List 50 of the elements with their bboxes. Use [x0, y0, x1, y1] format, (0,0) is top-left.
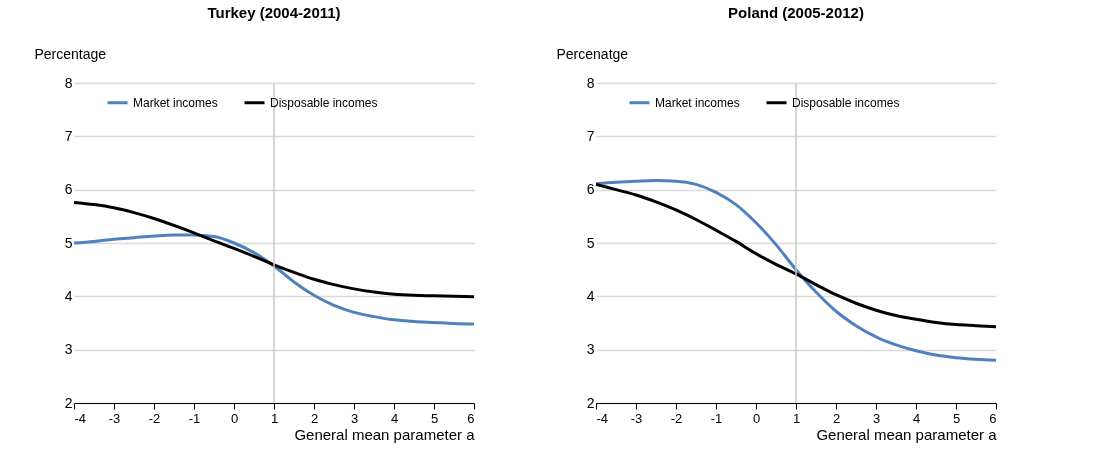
- x-tick-label: 6: [467, 410, 475, 426]
- chart-title: Poland (2005-2012): [728, 4, 864, 21]
- y-tick-label: 7: [64, 127, 73, 144]
- y-tick-label: 3: [64, 341, 73, 358]
- line-series: [72, 233, 476, 326]
- y-tick-label: 3: [586, 341, 595, 358]
- y-tick-label: 8: [586, 74, 595, 91]
- x-tick-label: 1: [270, 410, 279, 426]
- x-tick-label: 2: [832, 410, 841, 426]
- legend-label: Disposable incomes: [270, 95, 378, 110]
- y-tick-label: 4: [586, 287, 595, 304]
- x-axis-title: General mean parameter a: [294, 425, 476, 443]
- x-tick-label: -2: [670, 410, 683, 426]
- x-tick-label: -1: [188, 410, 201, 426]
- y-tick-label: 2: [64, 394, 73, 411]
- legend-label: Market incomes: [655, 95, 740, 110]
- x-tick-label: 4: [390, 410, 399, 426]
- line-series: [594, 179, 998, 362]
- y-tick-label: 4: [64, 287, 73, 304]
- x-axis-title: General mean parameter a: [816, 425, 998, 443]
- y-tick-label: 7: [586, 127, 595, 144]
- x-tick-label: 3: [872, 410, 881, 426]
- line-series: [72, 200, 476, 299]
- legend-label: Market incomes: [133, 95, 218, 110]
- x-tick-label: -4: [596, 410, 609, 426]
- y-tick-label: 8: [64, 74, 73, 91]
- x-tick-label: 5: [952, 410, 961, 426]
- x-tick-label: -2: [148, 410, 161, 426]
- chart-title: Turkey (2004-2011): [207, 4, 341, 21]
- y-axis-title: Percentage: [34, 45, 107, 62]
- x-tick-label: -1: [710, 410, 723, 426]
- x-tick-label: 0: [752, 410, 761, 426]
- x-tick-label: 6: [989, 410, 997, 426]
- x-tick-label: -3: [108, 410, 121, 426]
- y-tick-label: 2: [586, 394, 595, 411]
- y-tick-label: 5: [64, 234, 73, 251]
- line-series: [594, 182, 998, 329]
- y-axis-title: Percenatge: [556, 45, 629, 62]
- y-tick-label: 6: [586, 181, 595, 198]
- x-tick-label: 3: [350, 410, 359, 426]
- legend-label: Disposable incomes: [792, 95, 900, 110]
- x-tick-label: 2: [310, 410, 319, 426]
- x-tick-label: 4: [912, 410, 921, 426]
- x-tick-label: 1: [792, 410, 801, 426]
- y-tick-label: 6: [64, 181, 73, 198]
- x-tick-label: 0: [230, 410, 239, 426]
- y-tick-label: 5: [586, 234, 595, 251]
- x-tick-label: 5: [430, 410, 439, 426]
- x-tick-label: -4: [74, 410, 87, 426]
- x-tick-label: -3: [630, 410, 643, 426]
